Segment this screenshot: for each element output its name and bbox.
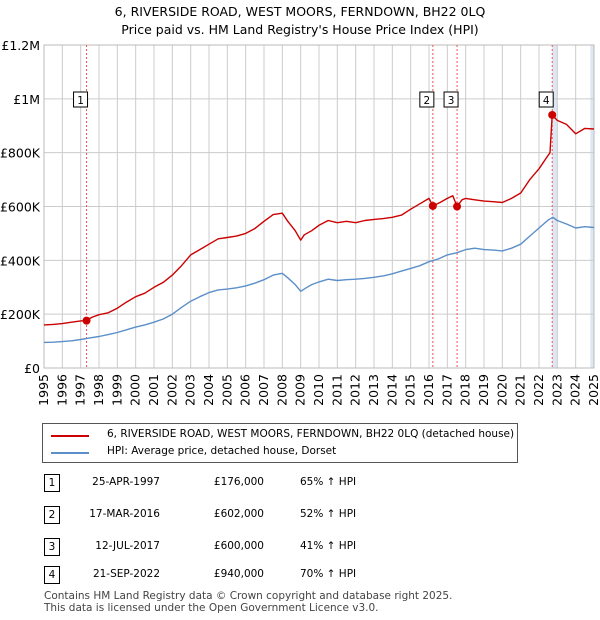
- property-price-line: [43, 114, 595, 326]
- y-tick-label: £0: [24, 361, 40, 376]
- x-tick-label: 2003: [183, 374, 198, 406]
- x-tick-label: 2024: [568, 374, 583, 406]
- x-tick-label: 2002: [164, 374, 179, 406]
- footer-copyright: Contains HM Land Registry data © Crown c…: [44, 590, 453, 602]
- x-tick-label: 2020: [494, 374, 509, 406]
- sale-hpi-change: 65% ↑ HPI: [300, 476, 357, 488]
- sale-number-badge: 4: [44, 566, 60, 584]
- price-chart: £0 £200K £400K £600K £800K £1M £1.2M 1995 1996 19…: [0, 38, 600, 406]
- x-tick-label: 2009: [293, 374, 308, 406]
- table-row: 2 17-MAR-2016 £602,000 52% ↑ HPI: [0, 506, 600, 526]
- y-tick-label: £1.2M: [1, 38, 40, 53]
- sale-label-number: 3: [448, 95, 455, 107]
- sale-label-box: [538, 91, 554, 108]
- sale-hpi-change: 52% ↑ HPI: [300, 508, 357, 520]
- sale-label-box: [73, 91, 89, 108]
- sale-point: [453, 202, 462, 211]
- sale-label-box: [443, 91, 459, 108]
- x-tick-label: 2012: [348, 374, 363, 406]
- footer-licence: This data is licensed under the Open Gov…: [44, 602, 379, 614]
- legend-swatch-hpi: [51, 452, 89, 454]
- legend-label-property: 6, RIVERSIDE ROAD, WEST MOORS, FERNDOWN,…: [107, 428, 515, 440]
- y-tick-label: £800K: [0, 146, 41, 161]
- x-tick-label: 2022: [531, 374, 546, 406]
- sale-number-badge: 1: [44, 474, 60, 492]
- x-tick-label: 2016: [421, 374, 436, 406]
- table-row: 4 21-SEP-2022 £940,000 70% ↑ HPI: [0, 566, 600, 586]
- chart-subtitle: Price paid vs. HM Land Registry's House …: [121, 22, 479, 37]
- x-tick-label: 2013: [366, 374, 381, 406]
- sale-date: 12-JUL-2017: [95, 540, 160, 552]
- x-tick-label: 1995: [36, 374, 51, 406]
- sale-price: £176,000: [213, 476, 264, 488]
- x-tick-label: 2014: [384, 374, 399, 406]
- x-tick-label: 2006: [238, 374, 253, 406]
- x-tick-label: 2017: [439, 374, 454, 406]
- x-tick-label: 2008: [274, 374, 289, 406]
- y-tick-label: £1M: [13, 92, 40, 107]
- y-tick-label: £200K: [0, 307, 41, 322]
- sale-label-number: 2: [424, 95, 431, 107]
- x-tick-label: 2001: [146, 374, 161, 406]
- sale-price: £600,000: [213, 540, 264, 552]
- x-tick-label: 2007: [256, 374, 271, 406]
- x-tick-label: 2011: [329, 374, 344, 406]
- x-tick-label: 1996: [54, 374, 69, 406]
- sale-price: £602,000: [213, 508, 264, 520]
- legend-label-hpi: HPI: Average price, detached house, Dors…: [107, 445, 337, 457]
- x-tick-label: 2004: [201, 374, 216, 406]
- sale-number-badge: 3: [44, 538, 60, 556]
- x-tick-label: 1997: [73, 374, 88, 406]
- x-tick-label: 2018: [458, 374, 473, 406]
- sale-date: 17-MAR-2016: [89, 508, 160, 520]
- sale-date: 25-APR-1997: [92, 476, 160, 488]
- legend-swatch-property: [51, 435, 89, 437]
- x-tick-label: 2005: [219, 374, 234, 406]
- x-tick-label: 2021: [513, 374, 528, 406]
- x-tick-label: 2019: [476, 374, 491, 406]
- x-tick-label: 2025: [586, 374, 600, 406]
- chart-title: 6, RIVERSIDE ROAD, WEST MOORS, FERNDOWN,…: [114, 4, 486, 19]
- y-tick-label: £400K: [0, 253, 41, 268]
- sale-label-number: 4: [543, 95, 550, 107]
- sale-point: [548, 110, 557, 119]
- table-row: 1 25-APR-1997 £176,000 65% ↑ HPI: [0, 474, 600, 494]
- sale-date: 21-SEP-2022: [92, 568, 160, 580]
- sale-hpi-change: 41% ↑ HPI: [300, 540, 357, 552]
- sale-number-badge: 2: [44, 506, 60, 524]
- y-tick-label: £600K: [0, 200, 41, 215]
- x-tick-label: 2015: [403, 374, 418, 406]
- x-tick-label: 2023: [549, 374, 564, 406]
- chart-legend: 6, RIVERSIDE ROAD, WEST MOORS, FERNDOWN,…: [42, 423, 518, 463]
- plot-border: [43, 44, 595, 369]
- sale-point: [428, 201, 437, 210]
- x-tick-label: 1999: [109, 374, 124, 406]
- sale-price: £940,000: [213, 568, 264, 580]
- x-tick-label: 2010: [311, 374, 326, 406]
- sale-hpi-change: 70% ↑ HPI: [300, 568, 357, 580]
- sale-point: [82, 316, 91, 325]
- hpi-line: [43, 216, 595, 344]
- sale-label-number: 1: [77, 95, 84, 107]
- x-tick-label: 2000: [128, 374, 143, 406]
- x-tick-label: 1998: [91, 374, 106, 406]
- sale-label-box: [419, 91, 435, 108]
- table-row: 3 12-JUL-2017 £600,000 41% ↑ HPI: [0, 538, 600, 558]
